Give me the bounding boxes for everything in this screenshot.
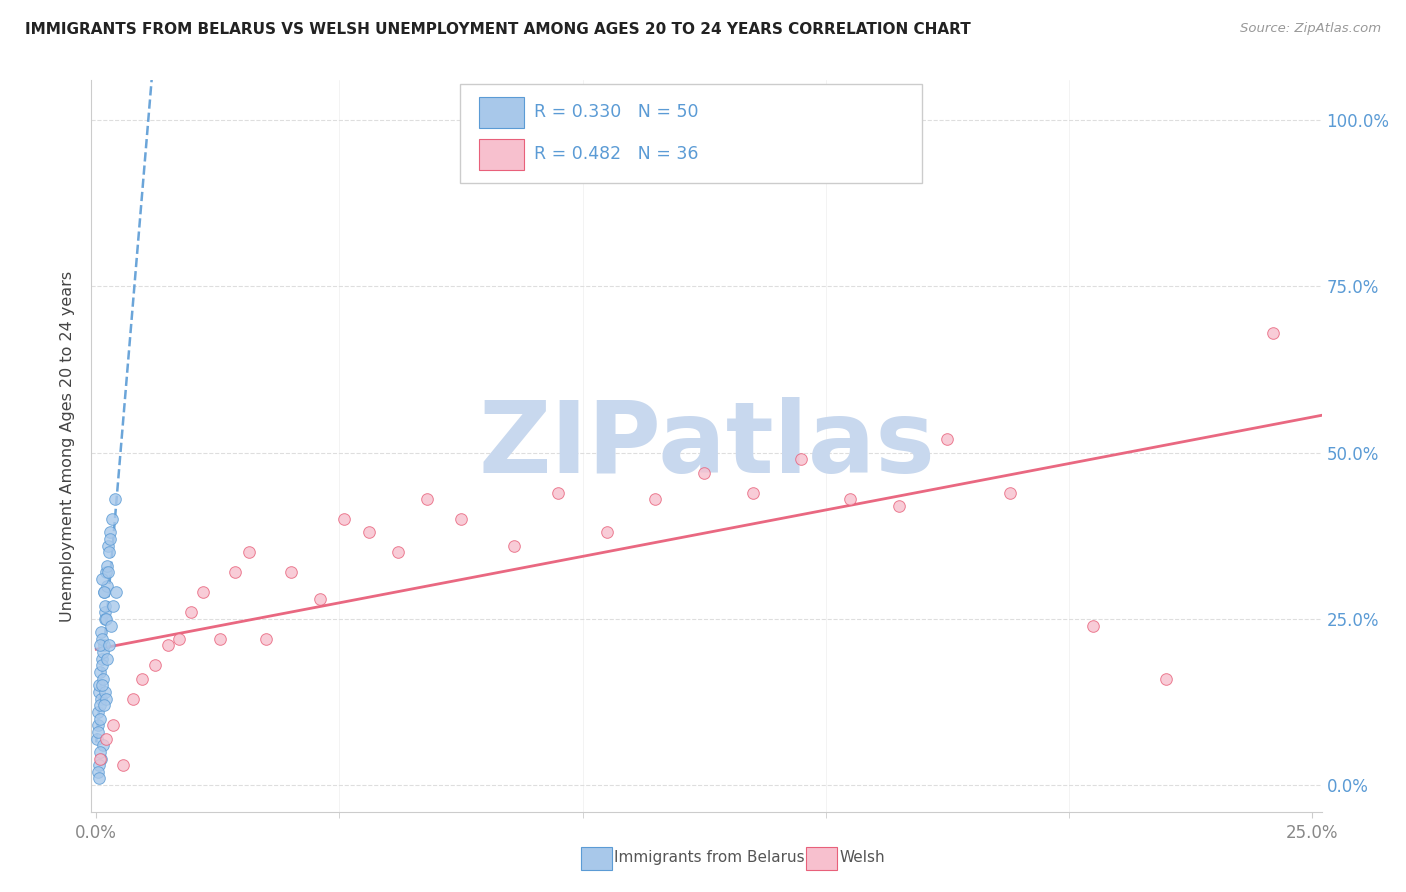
Point xyxy=(94,731,117,746)
Point xyxy=(238,545,260,559)
Point xyxy=(91,652,114,666)
Point xyxy=(89,698,111,713)
Point xyxy=(101,512,124,526)
Point xyxy=(96,558,118,573)
Point xyxy=(887,499,910,513)
Point xyxy=(93,698,115,713)
FancyBboxPatch shape xyxy=(479,139,524,169)
Point xyxy=(111,758,134,772)
Point xyxy=(741,485,763,500)
Point xyxy=(94,685,117,699)
Point xyxy=(91,632,114,646)
Y-axis label: Unemployment Among Ages 20 to 24 years: Unemployment Among Ages 20 to 24 years xyxy=(60,270,76,622)
Point xyxy=(936,433,959,447)
Point xyxy=(86,725,108,739)
Point xyxy=(1000,485,1022,500)
Point xyxy=(100,618,122,632)
Point xyxy=(89,678,111,692)
Point xyxy=(103,718,125,732)
Text: R = 0.482   N = 36: R = 0.482 N = 36 xyxy=(534,145,699,163)
Point xyxy=(97,539,120,553)
Point xyxy=(693,466,716,480)
Point xyxy=(450,512,472,526)
Point xyxy=(547,485,569,500)
Point xyxy=(89,745,111,759)
Point xyxy=(87,764,110,779)
Point xyxy=(97,639,120,653)
Point xyxy=(93,585,115,599)
Point xyxy=(90,691,112,706)
Point xyxy=(103,599,125,613)
Point xyxy=(180,605,202,619)
Point xyxy=(193,585,215,599)
Text: Immigrants from Belarus: Immigrants from Belarus xyxy=(614,850,806,864)
Point xyxy=(387,545,409,559)
Point xyxy=(90,572,112,586)
Point xyxy=(104,492,127,507)
Point xyxy=(224,566,246,580)
Point xyxy=(596,525,619,540)
Point xyxy=(157,639,180,653)
Text: ZIPatlas: ZIPatlas xyxy=(478,398,935,494)
Point xyxy=(86,731,108,746)
Point xyxy=(94,691,117,706)
Text: Welsh: Welsh xyxy=(839,850,884,864)
Point xyxy=(93,585,115,599)
Point xyxy=(121,691,143,706)
Point xyxy=(98,532,121,546)
Point xyxy=(94,605,117,619)
Point xyxy=(91,672,114,686)
Point xyxy=(1081,618,1104,632)
Text: Source: ZipAtlas.com: Source: ZipAtlas.com xyxy=(1240,22,1381,36)
Point xyxy=(333,512,356,526)
FancyBboxPatch shape xyxy=(479,97,524,128)
Point xyxy=(90,751,112,765)
Point xyxy=(90,658,112,673)
Point xyxy=(94,599,117,613)
Point xyxy=(209,632,232,646)
Point xyxy=(89,665,111,679)
Point xyxy=(131,672,153,686)
Text: R = 0.330   N = 50: R = 0.330 N = 50 xyxy=(534,103,699,121)
Point xyxy=(357,525,380,540)
Point xyxy=(309,591,332,606)
Point xyxy=(1154,672,1177,686)
Point xyxy=(93,639,115,653)
Point xyxy=(503,539,526,553)
Point xyxy=(98,545,121,559)
FancyBboxPatch shape xyxy=(460,84,922,183)
Point xyxy=(97,566,120,580)
Point xyxy=(89,639,111,653)
Point xyxy=(93,612,115,626)
Point xyxy=(839,492,862,507)
Point xyxy=(91,645,114,659)
Point xyxy=(256,632,278,646)
Point xyxy=(143,658,166,673)
Point xyxy=(89,758,111,772)
Point xyxy=(416,492,439,507)
Point xyxy=(94,566,117,580)
Point xyxy=(96,579,118,593)
Point xyxy=(89,712,111,726)
Text: IMMIGRANTS FROM BELARUS VS WELSH UNEMPLOYMENT AMONG AGES 20 TO 24 YEARS CORRELAT: IMMIGRANTS FROM BELARUS VS WELSH UNEMPLO… xyxy=(25,22,972,37)
Point xyxy=(86,705,108,719)
Point xyxy=(89,751,111,765)
Point xyxy=(90,625,112,640)
Point xyxy=(89,772,111,786)
Point xyxy=(167,632,190,646)
Point xyxy=(1261,326,1284,340)
Point xyxy=(644,492,666,507)
Point xyxy=(87,718,110,732)
Point xyxy=(91,738,114,752)
Point xyxy=(104,585,127,599)
Point xyxy=(280,566,302,580)
Point xyxy=(96,652,118,666)
Point xyxy=(87,685,110,699)
Point xyxy=(790,452,813,467)
Point xyxy=(90,678,112,692)
Point xyxy=(96,612,118,626)
Point xyxy=(98,525,121,540)
